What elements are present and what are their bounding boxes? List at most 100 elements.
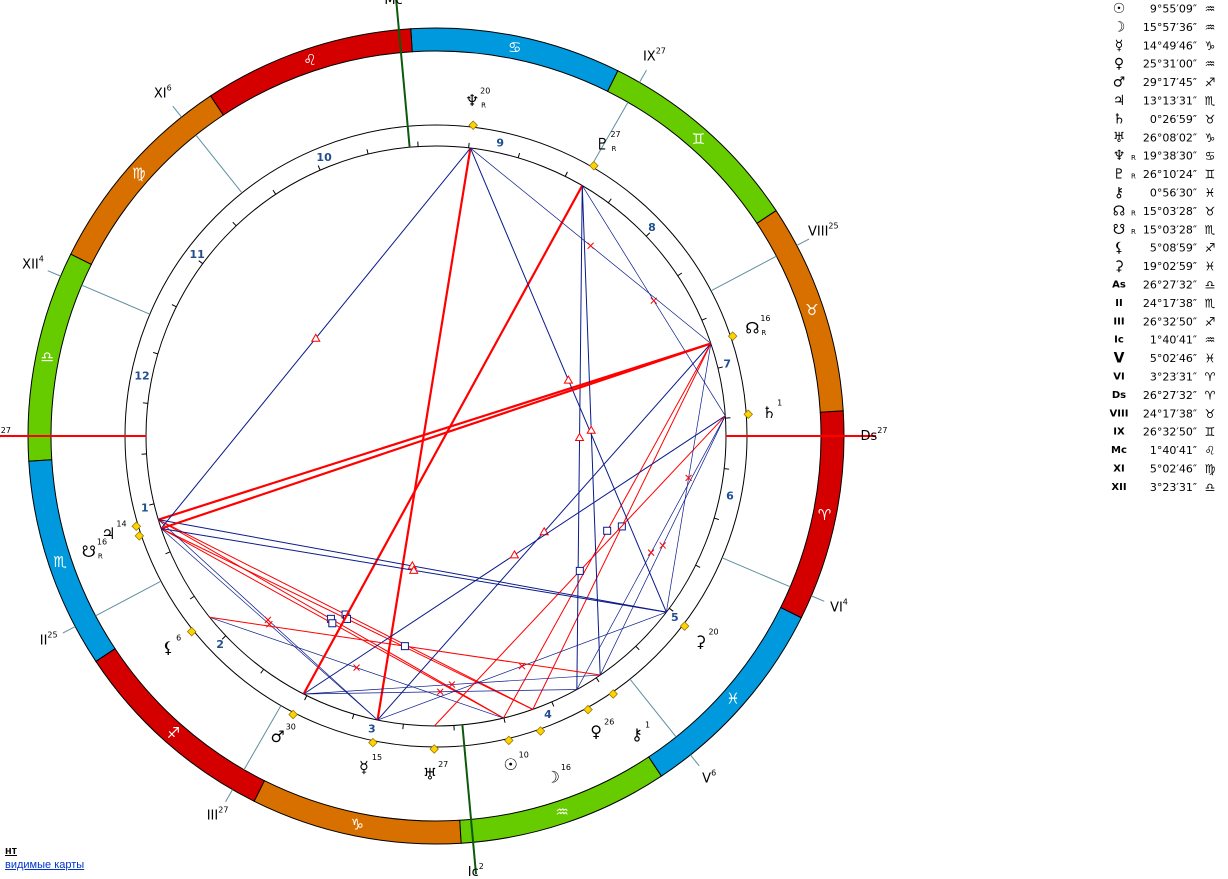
cusp-label: III27 xyxy=(207,805,229,823)
table-retro: R xyxy=(1131,209,1136,217)
aspect-symbol xyxy=(328,619,337,628)
table-sign: ♒ xyxy=(1205,57,1216,71)
planet-retro: R xyxy=(761,329,766,337)
planet-glyph: ☋ xyxy=(82,542,96,561)
table-position: 26°27′32″ xyxy=(1143,279,1197,292)
table-position: 26°27′32″ xyxy=(1143,389,1197,402)
house-number: 12 xyxy=(134,370,149,383)
planet-glyph: ♇ xyxy=(595,135,609,154)
table-position: 1°40′41″ xyxy=(1150,444,1197,457)
table-sign: ♊ xyxy=(1205,168,1216,182)
planet-glyph: ♃ xyxy=(101,524,115,543)
planet-retro: R xyxy=(481,101,486,109)
degree-tick xyxy=(717,366,723,369)
aspect-symbol xyxy=(587,242,594,250)
table-position: 29°17′45″ xyxy=(1143,76,1197,89)
aspect-line xyxy=(160,342,712,530)
cusp-degree: 6 xyxy=(167,83,172,92)
table-position: 5°02′46″ xyxy=(1150,463,1197,476)
planet-degree: 1 xyxy=(645,720,650,729)
cusp-line xyxy=(195,134,243,194)
table-retro: R xyxy=(1131,154,1136,162)
table-symbol: III xyxy=(1113,316,1124,327)
planet-degree: 27 xyxy=(438,760,448,769)
planet-marker xyxy=(583,704,593,715)
table-symbol: ♃ xyxy=(1113,93,1126,109)
planet-degree: 14 xyxy=(116,520,126,529)
aspect-symbol xyxy=(264,616,272,624)
table-symbol: ⚷ xyxy=(1114,185,1124,201)
planet-marker xyxy=(368,737,378,748)
cusp-degree: 27 xyxy=(218,805,228,814)
sign-glyph: ♈ xyxy=(818,506,831,524)
cusp-label: Mc2 xyxy=(384,0,407,7)
cusp-degree: 27 xyxy=(1,426,11,435)
table-position: 19°38′30″ xyxy=(1143,150,1197,163)
planet-marker xyxy=(134,531,145,541)
table-position: 15°03′28″ xyxy=(1143,205,1197,218)
aspect-symbol xyxy=(353,664,360,672)
cusp-line xyxy=(243,705,282,770)
planet-glyph: ⚸ xyxy=(162,638,174,657)
axis-line xyxy=(461,724,478,875)
table-position: 5°02′46″ xyxy=(1150,352,1197,365)
aspect-symbol xyxy=(310,333,321,342)
cusp-line xyxy=(62,626,76,634)
degree-tick xyxy=(142,402,148,404)
aspect-symbol xyxy=(603,526,612,535)
table-sign: ♓ xyxy=(1205,186,1216,200)
cusp-name: II xyxy=(40,633,48,648)
planet-marker xyxy=(429,744,439,754)
aspect-symbol xyxy=(659,542,667,549)
degree-tick xyxy=(152,351,159,355)
sign-glyph: ♉ xyxy=(805,301,818,319)
table-symbol: ☉ xyxy=(1113,1,1126,17)
planet-degree: 26 xyxy=(604,717,614,726)
table-symbol: VIII xyxy=(1110,408,1129,419)
degree-tick xyxy=(668,607,674,612)
planet-degree: 1 xyxy=(777,398,782,407)
table-sign: ♒ xyxy=(1205,20,1216,34)
aspect-symbol xyxy=(436,688,444,696)
cusp-name: V xyxy=(702,771,711,786)
table-sign: ♌ xyxy=(1205,444,1216,458)
degree-tick xyxy=(317,165,321,171)
table-position: 13°13′31″ xyxy=(1143,95,1197,108)
house-number: 5 xyxy=(671,611,679,624)
table-symbol: XII xyxy=(1111,482,1126,493)
planet-degree: 10 xyxy=(519,751,529,760)
aspect-symbol xyxy=(408,565,419,574)
planet-degree: 27 xyxy=(610,130,620,139)
cusp-line xyxy=(690,754,700,767)
footer-link[interactable]: видимые карты xyxy=(5,859,85,871)
cusp-label: II25 xyxy=(40,630,58,648)
degree-tick xyxy=(724,468,730,470)
planet-glyph: ⚷ xyxy=(631,725,643,744)
planet-marker xyxy=(589,160,599,171)
cusp-name: XII xyxy=(22,257,39,272)
cusp-name: IX xyxy=(643,49,656,64)
degree-tick xyxy=(351,713,355,720)
table-symbol: ♅ xyxy=(1113,130,1126,146)
cusp-degree: 6 xyxy=(711,768,716,777)
sign-segment xyxy=(28,459,116,663)
degree-tick xyxy=(695,564,701,568)
table-position: 1°40′41″ xyxy=(1150,334,1197,347)
aspect-symbol xyxy=(575,566,584,575)
table-symbol: Mc xyxy=(1111,445,1127,456)
table-sign: ♒ xyxy=(1205,2,1216,16)
table-position: 26°08′02″ xyxy=(1143,131,1197,144)
cusp-label: VIII25 xyxy=(808,221,839,239)
degree-tick xyxy=(595,677,600,683)
house-number: 3 xyxy=(368,723,376,736)
sign-glyph: ♌ xyxy=(303,51,316,69)
footer-title[interactable]: нт xyxy=(5,845,18,857)
aspect-symbol xyxy=(574,432,585,442)
table-symbol: ♆ xyxy=(1113,148,1126,164)
table-position: 26°10′24″ xyxy=(1143,168,1197,181)
sign-glyph: ♏ xyxy=(53,553,67,571)
table-symbol: IX xyxy=(1113,427,1125,438)
table-sign: ♎ xyxy=(1205,480,1216,494)
table-sign: ♎ xyxy=(1205,278,1216,292)
